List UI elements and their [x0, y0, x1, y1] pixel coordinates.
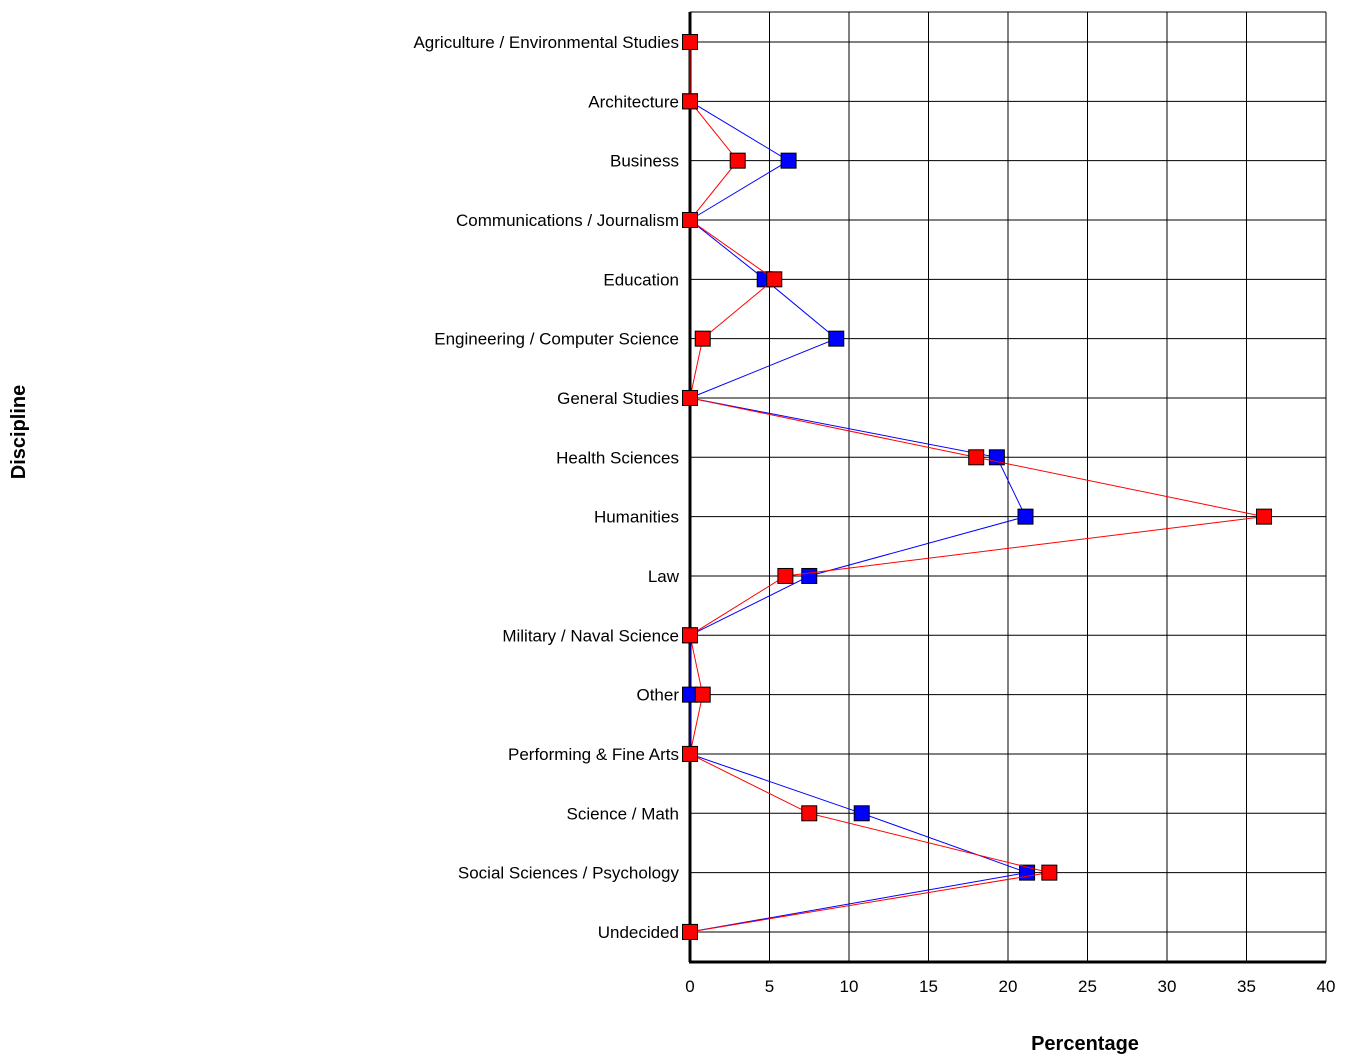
- x-tick-label-2: 10: [840, 977, 859, 996]
- x-tick-label-0: 0: [685, 977, 694, 996]
- category-labels: Agriculture / Environmental Studies Archi…: [413, 33, 679, 942]
- category-label-10: Military / Naval Science: [502, 626, 679, 645]
- series-1-line: [689, 42, 1265, 933]
- series-1-marker-15: [682, 923, 698, 940]
- x-tick-labels: 0 5 10 15 20 25 30 35 40: [685, 977, 1335, 996]
- series-1-marker-6: [682, 389, 698, 406]
- x-tick-label-7: 35: [1237, 977, 1256, 996]
- category-label-4: Education: [603, 270, 679, 289]
- category-label-14: Social Sciences / Psychology: [458, 864, 680, 883]
- series-1-marker-8: [1255, 508, 1272, 525]
- series-1-marker-12: [682, 745, 698, 762]
- series-1-marker-2: [729, 152, 746, 169]
- series-1-marker-13: [801, 805, 818, 822]
- series-1-marker-1: [682, 93, 698, 110]
- category-label-2: Business: [610, 152, 679, 171]
- series-1-marker-0: [682, 34, 698, 50]
- category-label-7: Health Sciences: [556, 448, 679, 467]
- series-layer: [682, 34, 1272, 940]
- category-label-3: Communications / Journalism: [456, 211, 679, 230]
- category-label-6: General Studies: [557, 389, 679, 408]
- x-tick-label-3: 15: [919, 977, 938, 996]
- series-1-marker-4: [766, 271, 783, 288]
- series-0: [682, 34, 1036, 940]
- x-tick-label-6: 30: [1158, 977, 1177, 996]
- category-label-8: Humanities: [594, 508, 679, 527]
- series-1-marker-9: [777, 567, 794, 584]
- x-axis-title: Percentage: [1031, 1033, 1139, 1055]
- x-tick-label-8: 40: [1317, 977, 1336, 996]
- series-0-marker-14: [1019, 864, 1036, 881]
- series-0-marker-8: [1017, 508, 1034, 525]
- category-label-12: Performing & Fine Arts: [508, 745, 679, 764]
- category-label-9: Law: [648, 567, 680, 586]
- series-1-marker-3: [682, 211, 698, 228]
- grid-layer: [688, 11, 1327, 964]
- x-tick-label-1: 5: [765, 977, 774, 996]
- category-label-13: Science / Math: [567, 804, 679, 823]
- y-axis-title: Discipline: [8, 385, 30, 479]
- series-0-marker-5: [828, 330, 845, 347]
- series-1-marker-14: [1041, 864, 1058, 881]
- category-label-5: Engineering / Computer Science: [434, 330, 679, 349]
- series-1-marker-10: [682, 627, 698, 644]
- x-tick-label-5: 25: [1078, 977, 1097, 996]
- category-label-1: Architecture: [588, 92, 679, 111]
- series-0-marker-9: [801, 567, 818, 584]
- series-1-marker-5: [694, 330, 711, 347]
- category-label-15: Undecided: [598, 923, 679, 942]
- series-0-marker-2: [780, 152, 797, 169]
- series-1-marker-11: [694, 686, 711, 703]
- category-label-11: Other: [636, 686, 679, 705]
- x-tick-label-4: 20: [999, 977, 1018, 996]
- category-label-0: Agriculture / Environmental Studies: [413, 33, 679, 52]
- series-0-marker-13: [853, 805, 870, 822]
- series-1-marker-7: [968, 449, 985, 466]
- series-1: [682, 34, 1272, 940]
- series-0-line: [688, 42, 1030, 933]
